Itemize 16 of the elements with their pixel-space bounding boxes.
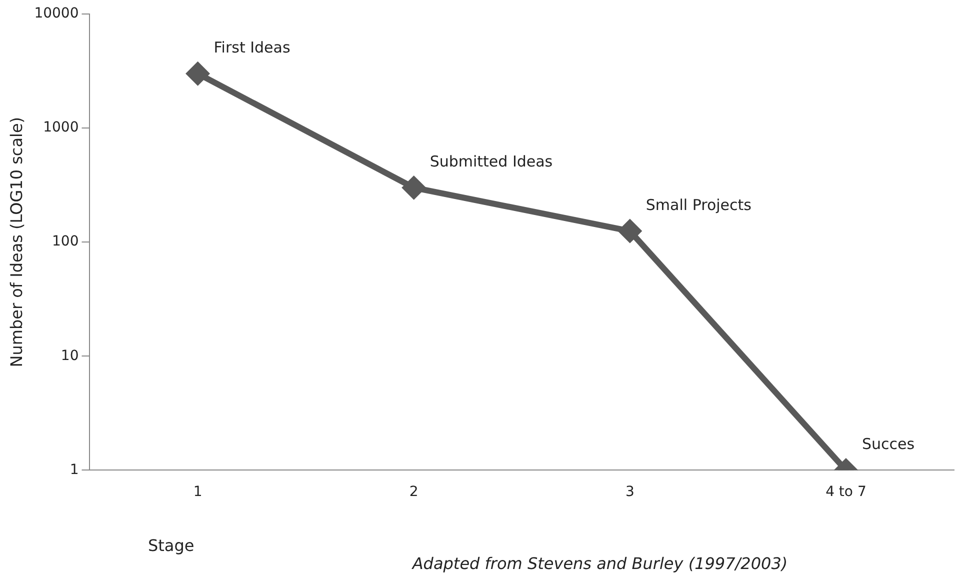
y-axis-title: Number of Ideas (LOG10 scale) — [6, 116, 26, 368]
x-tick-label: 3 — [625, 484, 634, 500]
annotation: Small Projects — [646, 196, 752, 214]
text: Adapted from Stevens and Burley (1997/2003) — [411, 554, 788, 574]
y-tick-label: 10 — [60, 348, 79, 364]
x-tick-label: 2 — [409, 484, 418, 500]
x-axis-title: Stage — [148, 536, 194, 556]
y-tick-label: 10000 — [34, 6, 79, 22]
x-tick-label: 1 — [193, 484, 202, 500]
annotation: Succes — [862, 435, 915, 454]
y-tick-label: 1000 — [43, 120, 79, 136]
annotation: Submitted Ideas — [430, 152, 553, 171]
y-tick-label: 100 — [52, 234, 79, 250]
annotation: First Ideas — [214, 38, 290, 57]
y-tick-label: 1 — [70, 462, 79, 478]
x-tick-label: 4 to 7 — [826, 484, 866, 500]
